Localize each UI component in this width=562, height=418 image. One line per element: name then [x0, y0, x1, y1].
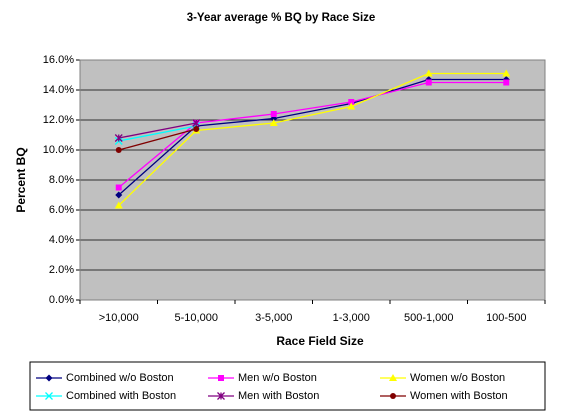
series-line: [118, 78, 507, 196]
x-axis-title: Race Field Size: [276, 334, 364, 348]
marker: [425, 79, 432, 86]
y-tick-label: 4.0%: [49, 234, 74, 246]
legend-marker: [390, 393, 396, 399]
legend-box: [29, 361, 546, 411]
y-tick-label: 16.0%: [43, 54, 74, 66]
y-tick-label: 14.0%: [43, 84, 74, 96]
legend-label: Women with Boston: [410, 390, 508, 402]
y-tick-label: 6.0%: [49, 204, 74, 216]
legend-label: Combined w/o Boston: [66, 372, 174, 384]
x-tick-label: 500-1,000: [404, 312, 454, 324]
x-tick-label: >10,000: [99, 312, 139, 324]
y-tick-label: 12.0%: [43, 114, 74, 126]
x-tick-label: 1-3,000: [333, 312, 370, 324]
marker: [115, 191, 123, 199]
legend-label: Men w/o Boston: [238, 372, 317, 384]
legend-label: Men with Boston: [238, 390, 319, 402]
legend-marker: [218, 375, 224, 381]
y-tick-label: 2.0%: [49, 264, 74, 276]
legend-marker: [45, 374, 53, 382]
y-axis-title: Percent BQ: [14, 147, 28, 212]
x-tick-label: 5-10,000: [175, 312, 218, 324]
marker: [424, 69, 433, 77]
legend-marker: [217, 392, 225, 400]
legend-marker: [45, 392, 53, 400]
series-line: [118, 122, 197, 139]
marker: [348, 99, 355, 105]
legend-label: Women w/o Boston: [410, 372, 505, 384]
marker: [115, 147, 122, 153]
series-line: [118, 128, 197, 151]
series-line: [118, 125, 197, 142]
marker: [193, 126, 200, 132]
series-line: [118, 72, 507, 206]
legend-marker: [389, 374, 397, 381]
chart-title: 3-Year average % BQ by Race Size: [187, 12, 376, 24]
y-tick-label: 10.0%: [43, 144, 74, 156]
x-tick-label: 3-5,000: [255, 312, 292, 324]
marker: [114, 134, 123, 142]
y-tick-label: 0.0%: [49, 294, 74, 306]
series-line: [118, 81, 507, 188]
y-tick-label: 8.0%: [49, 174, 74, 186]
legend-label: Combined with Boston: [66, 390, 176, 402]
marker: [503, 79, 510, 86]
marker: [502, 69, 511, 77]
marker: [192, 119, 201, 127]
marker: [270, 111, 277, 117]
x-tick-label: 100-500: [486, 312, 526, 324]
marker: [114, 201, 123, 209]
marker: [115, 184, 122, 191]
marker: [347, 102, 356, 110]
marker: [269, 119, 278, 126]
